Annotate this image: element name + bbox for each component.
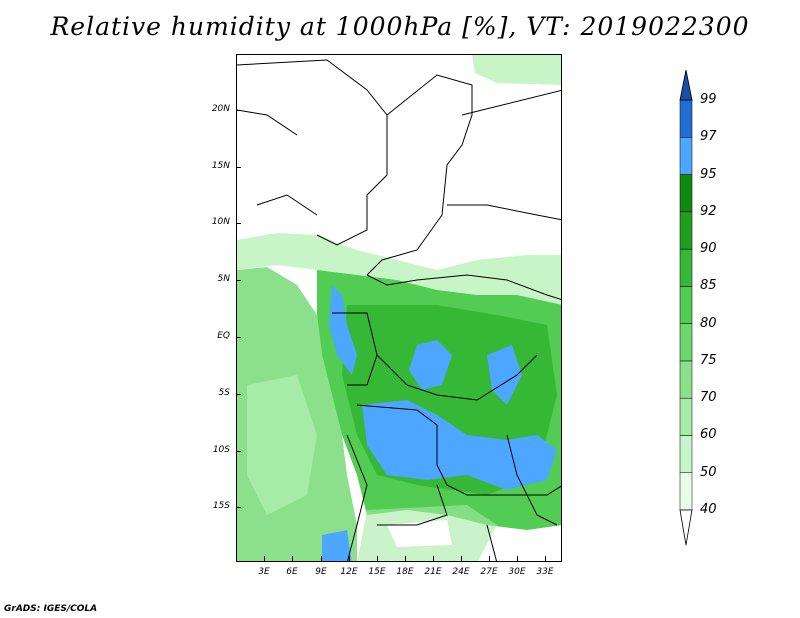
x-axis-tick	[405, 556, 406, 561]
colorbar-label: 60	[700, 427, 717, 443]
y-axis-label: 15N	[211, 161, 230, 171]
y-axis-tick	[236, 167, 241, 168]
colorbar-max-arrow	[679, 69, 693, 101]
colorbar-label: 70	[700, 390, 717, 406]
y-axis-label: 5S	[218, 388, 230, 398]
colorbar-label: 99	[700, 92, 717, 107]
colorbar-label: 50	[700, 464, 717, 480]
colorbar-label: 75	[700, 352, 717, 368]
colorbar-label: 40	[700, 502, 717, 517]
y-axis-label: 10N	[211, 217, 230, 227]
x-axis-label: 30E	[508, 567, 526, 577]
colorbar-segment	[679, 435, 693, 473]
x-axis-label: 12E	[340, 567, 358, 577]
x-axis-label: 24E	[452, 567, 470, 577]
y-axis-label: 5N	[217, 274, 230, 284]
y-axis-tick	[236, 507, 241, 508]
colorbar-label: 97	[700, 129, 717, 145]
map-plot-area	[236, 54, 562, 562]
x-axis-tick	[264, 556, 265, 561]
y-axis-tick	[236, 337, 241, 338]
y-axis-tick	[236, 280, 241, 281]
x-axis-label: 3E	[258, 567, 270, 577]
colorbar-label: 92	[700, 203, 717, 219]
colorbar-segment	[679, 360, 693, 399]
x-axis-label: 6E	[286, 567, 298, 577]
colorbar-segment	[679, 137, 693, 175]
colorbar	[660, 69, 740, 550]
x-axis-label: 21E	[424, 567, 442, 577]
x-axis-tick	[349, 556, 350, 561]
colorbar-label: 90	[700, 241, 717, 257]
x-axis-label: 27E	[480, 567, 498, 577]
map-title: Relative humidity at 1000hPa [%], VT: 20…	[50, 12, 750, 41]
y-axis-tick	[236, 451, 241, 452]
colorbar-segment	[679, 323, 693, 362]
colorbar-label: 85	[700, 278, 717, 294]
x-axis-tick	[461, 556, 462, 561]
x-axis-label: 15E	[368, 567, 386, 577]
colorbar-segment	[679, 174, 693, 213]
x-axis-label: 9E	[315, 567, 327, 577]
software-credit: GrADS: IGES/COLA	[4, 604, 98, 614]
x-axis-tick	[292, 556, 293, 561]
y-axis-label: 10S	[212, 445, 230, 455]
humidity-field	[237, 55, 561, 561]
x-axis-tick	[377, 556, 378, 561]
colorbar-segment	[679, 472, 693, 511]
x-axis-tick	[545, 556, 546, 561]
colorbar-label: 80	[700, 315, 717, 331]
colorbar-min-arrow	[679, 509, 693, 546]
y-axis-label: 20N	[211, 104, 230, 114]
x-axis-tick	[321, 556, 322, 561]
x-axis-tick	[517, 556, 518, 561]
colorbar-segment	[679, 286, 693, 324]
colorbar-segment	[679, 99, 693, 138]
colorbar-segment	[679, 211, 693, 250]
y-axis-tick	[236, 223, 241, 224]
x-axis-tick	[433, 556, 434, 561]
colorbar-segment	[679, 397, 693, 436]
y-axis-tick	[236, 110, 241, 111]
colorbar-segment	[679, 248, 693, 287]
y-axis-tick	[236, 394, 241, 395]
colorbar-scale	[679, 69, 693, 546]
y-axis-label: 15S	[212, 501, 230, 511]
colorbar-label: 95	[700, 166, 717, 182]
x-axis-label: 33E	[536, 567, 554, 577]
x-axis-tick	[489, 556, 490, 561]
country-borders	[237, 59, 561, 561]
x-axis-label: 18E	[396, 567, 414, 577]
y-axis-label: EQ	[217, 331, 230, 341]
